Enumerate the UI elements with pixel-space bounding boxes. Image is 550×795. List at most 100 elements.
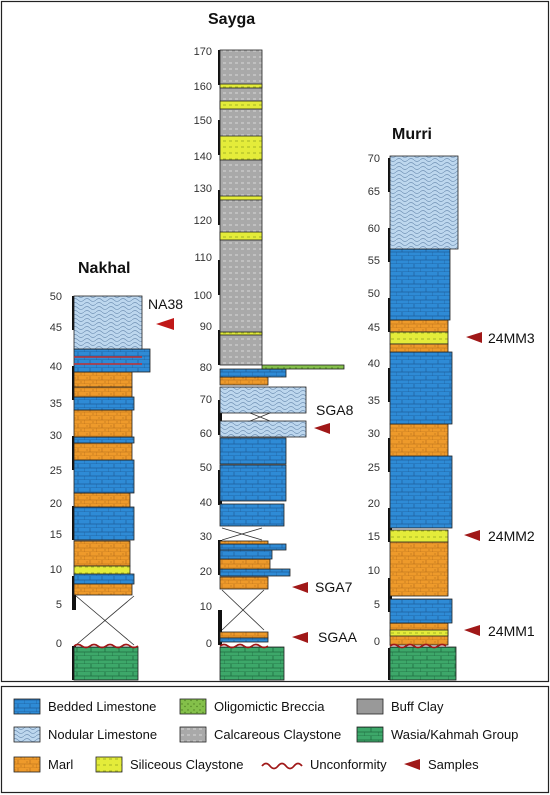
murri-lithology-column [389, 155, 459, 681]
bedded-limestone-unit [219, 437, 287, 465]
sample-marker-icon [466, 332, 482, 343]
bedded-limestone-unit [73, 459, 135, 494]
sayga-tick-label: 0 [206, 638, 212, 650]
nodular-limestone-unit [389, 155, 459, 250]
murri-tick-label: 20 [368, 498, 380, 510]
covered-interval-line [221, 589, 265, 631]
murri-tick-label: 40 [368, 358, 380, 370]
samples-marker-icon [404, 759, 420, 770]
murri-tick-label: 65 [368, 186, 380, 198]
sayga-tick-label: 50 [200, 462, 212, 474]
murri-tick-label: 70 [368, 153, 380, 165]
sample-marker-icon [156, 318, 174, 330]
nakhal-depth-axis: 0 5 10 15 20 25 30 35 40 45 50 [50, 291, 62, 650]
nodular-limestone-unit [219, 420, 307, 438]
sayga-section: Sayga 0 10 20 30 40 50 60 70 80 90 100 1… [194, 11, 358, 681]
marl-unit [73, 371, 133, 388]
murri-tick-label: 15 [368, 531, 380, 543]
murri-tick-label: 60 [368, 223, 380, 235]
nodular-limestone-swatch [13, 726, 41, 743]
nodular-limestone-unit [73, 295, 143, 350]
sayga-tick-label: 160 [194, 81, 212, 93]
bedded-limestone-unit [219, 503, 285, 527]
sayga-depth-axis: 0 10 20 30 40 50 60 70 80 90 100 110 120… [194, 46, 212, 650]
nakhal-title: Nakhal [78, 260, 130, 277]
bedded-limestone-unit [73, 348, 151, 373]
bedded-limestone-swatch [13, 698, 41, 715]
bedded-limestone-unit [73, 396, 135, 411]
murri-tick-label: 35 [368, 395, 380, 407]
nakhal-tick-label: 5 [56, 599, 62, 611]
marl-unit [73, 583, 133, 596]
siliceous-claystone-unit [219, 135, 263, 161]
nodular-limestone-unit [219, 386, 307, 414]
siliceous-claystone-unit [389, 629, 449, 637]
nakhal-tick-label: 50 [50, 291, 62, 303]
oligomictic-breccia-swatch [179, 698, 207, 715]
oligomictic-breccia-unit [261, 364, 345, 370]
nakhal-tick-label: 0 [56, 638, 62, 650]
marl-unit [389, 541, 449, 597]
murri-tick-label: 0 [374, 636, 380, 648]
bedded-limestone-unit [219, 637, 269, 643]
murri-tick-label: 10 [368, 565, 380, 577]
nakhal-tick-label: 20 [50, 498, 62, 510]
unconformity-wavy-line [73, 643, 139, 649]
siliceous-claystone-unit [219, 195, 263, 201]
siliceous-claystone-unit [73, 565, 131, 575]
calcareous-claystone-swatch [179, 726, 207, 743]
siliceous-claystone-unit [219, 100, 263, 110]
sample-label-sga8: SGA8 [316, 402, 354, 418]
marl-unit [219, 576, 269, 590]
bedded-limestone-unit [73, 573, 135, 585]
marl-unit [73, 409, 133, 438]
bedded-limestone-unit [73, 436, 135, 444]
bedded-limestone-unit [219, 549, 273, 560]
murri-tick-label: 30 [368, 428, 380, 440]
marl-unit [389, 423, 449, 457]
nakhal-tick-label: 40 [50, 361, 62, 373]
legend-panel-frame [0, 685, 550, 794]
sample-marker-icon [292, 632, 308, 643]
sayga-tick-label: 120 [194, 215, 212, 227]
nakhal-tick-label: 25 [50, 465, 62, 477]
murri-title: Murri [392, 126, 432, 143]
legend-buff-clay: Buff Clay [391, 699, 444, 714]
sample-marker-icon [464, 530, 480, 541]
legend-unconformity: Unconformity [310, 757, 387, 772]
sayga-title: Sayga [208, 11, 255, 28]
sayga-tick-label: 20 [200, 566, 212, 578]
marl-unit [73, 540, 131, 567]
sample-marker-icon [292, 582, 308, 593]
covered-interval-line [75, 595, 135, 646]
unconformity-wavy-line [389, 643, 447, 649]
bedded-limestone-unit [219, 543, 287, 551]
marl-unit [73, 492, 131, 508]
sayga-tick-label: 100 [194, 290, 212, 302]
marl-unit [389, 343, 449, 353]
nakhal-lithology-column [73, 295, 151, 681]
marl-unit [219, 631, 269, 639]
sayga-tick-label: 110 [194, 252, 212, 264]
bedded-limestone-unit [73, 506, 135, 541]
unconformity-icon [261, 762, 303, 770]
murri-tick-label: 5 [374, 599, 380, 611]
marl-unit [219, 558, 271, 570]
sample-label-na38: NA38 [148, 296, 183, 312]
murri-section: Murri 0 5 10 15 20 25 30 35 40 45 50 55 … [368, 126, 535, 681]
sayga-tick-label: 130 [194, 183, 212, 195]
sample-label-24mm2: 24MM2 [488, 528, 535, 544]
legend-nodular-limestone: Nodular Limestone [48, 727, 157, 742]
marl-swatch [13, 756, 41, 773]
sample-label-24mm3: 24MM3 [488, 330, 535, 346]
marl-unit [219, 376, 269, 386]
bedded-limestone-unit [219, 368, 287, 378]
siliceous-claystone-unit [219, 231, 263, 241]
marl-unit [219, 540, 269, 545]
nakhal-tick-label: 35 [50, 398, 62, 410]
legend-oligomictic-breccia: Oligomictic Breccia [214, 699, 325, 714]
marl-unit [389, 319, 449, 333]
sayga-tick-label: 140 [194, 151, 212, 163]
unconformity-wavy-line [219, 643, 269, 649]
